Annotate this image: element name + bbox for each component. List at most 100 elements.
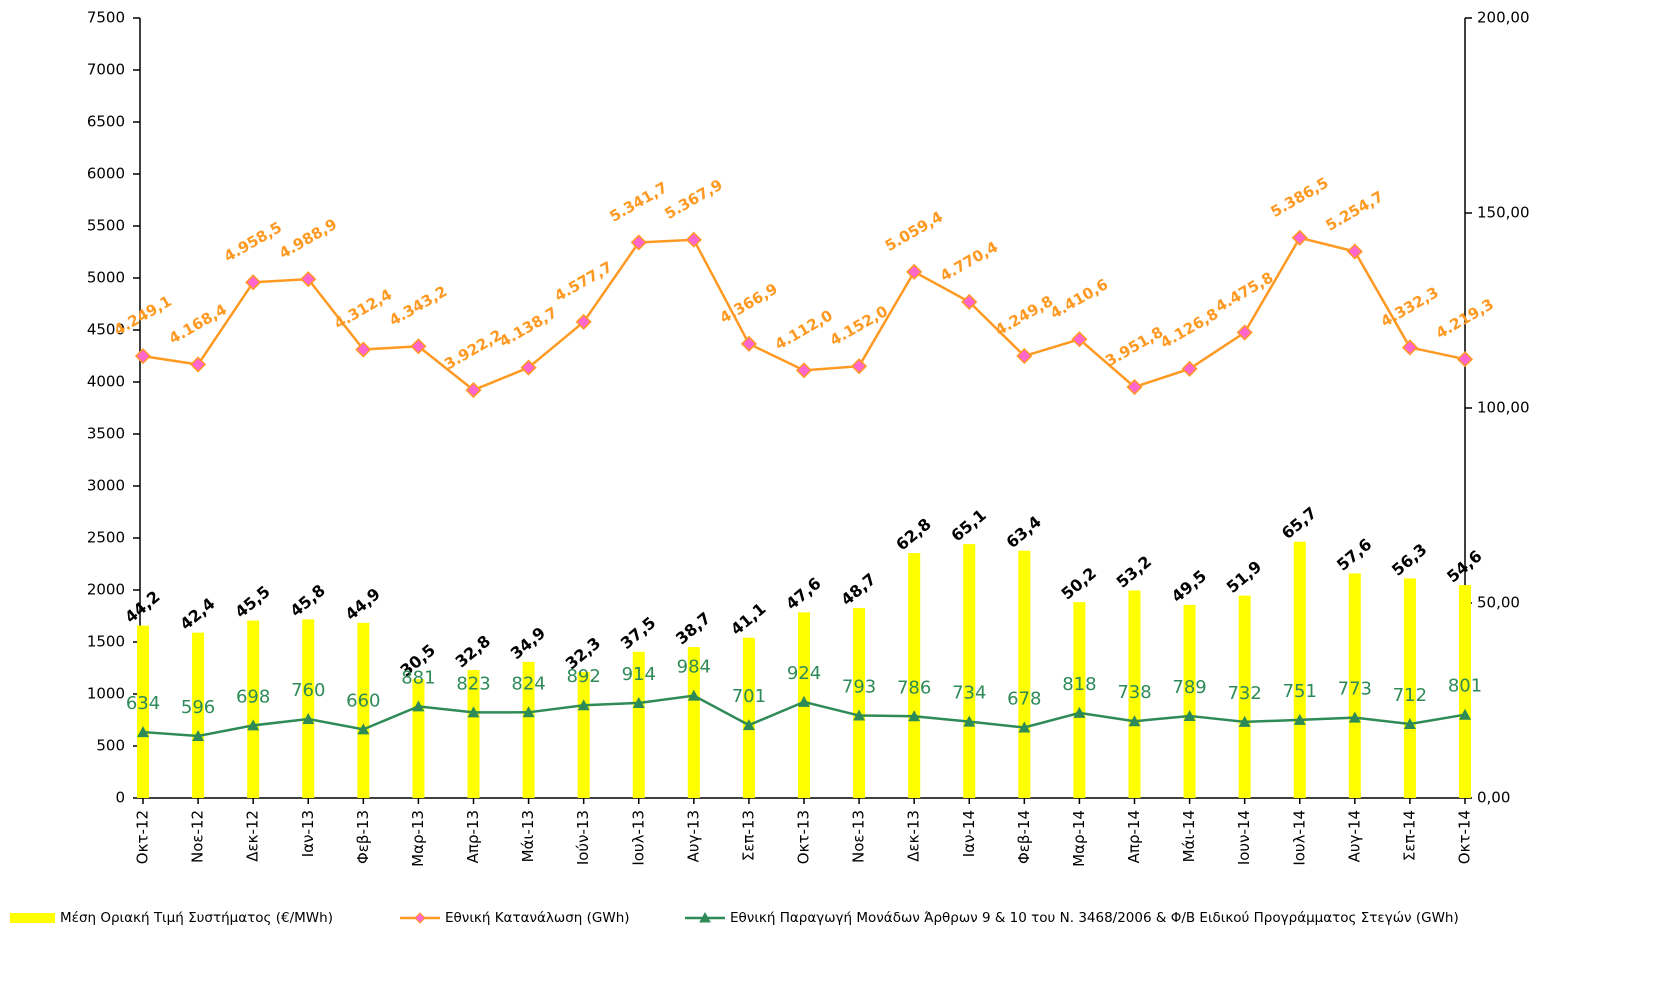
x-tick-label: Μαρ-13 xyxy=(409,810,427,867)
marker xyxy=(1238,715,1251,727)
x-tick-label: Ιούν-13 xyxy=(574,810,592,865)
bar xyxy=(1018,550,1031,798)
marker xyxy=(522,706,535,718)
y-tick-label: 6500 xyxy=(87,113,125,131)
x-tick-label: Απρ-14 xyxy=(1125,810,1143,863)
marker xyxy=(630,234,647,251)
x-tick-label: Μάι-14 xyxy=(1180,810,1198,862)
marker xyxy=(190,356,207,373)
bar-value-label: 42,4 xyxy=(176,594,218,634)
bar xyxy=(1293,541,1306,798)
value-label: 793 xyxy=(842,677,876,698)
value-label: 4.577,7 xyxy=(551,258,615,305)
bar-value-label: 45,5 xyxy=(231,582,273,622)
bar-value-label: 50,2 xyxy=(1058,563,1100,603)
value-label: 701 xyxy=(732,686,766,707)
marker xyxy=(853,709,866,721)
marker xyxy=(908,710,921,722)
marker xyxy=(961,293,978,310)
x-tick-label: Οκτ-13 xyxy=(795,810,813,864)
value-label: 634 xyxy=(126,693,160,714)
marker xyxy=(963,715,976,727)
marker xyxy=(412,700,425,712)
x-tick-label: Ιουλ-14 xyxy=(1290,810,1308,866)
value-label: 4.988,9 xyxy=(276,215,340,262)
bar-value-label: 57,6 xyxy=(1333,535,1375,575)
bar-value-label: 37,5 xyxy=(617,613,659,653)
x-tick-label: Αυγ-14 xyxy=(1345,810,1363,862)
bar xyxy=(853,608,866,798)
marker xyxy=(520,359,537,376)
marker xyxy=(1126,378,1143,396)
value-label: 984 xyxy=(677,657,711,678)
x-tick-label: Αυγ-13 xyxy=(684,810,702,862)
value-label: 773 xyxy=(1338,679,1372,700)
value-label: 3.922,2 xyxy=(441,326,505,373)
marker xyxy=(410,338,427,355)
bar-value-label: 32,8 xyxy=(452,631,494,671)
y-tick-label: 7000 xyxy=(87,61,125,79)
value-label: 4.410,6 xyxy=(1047,275,1111,322)
value-label: 924 xyxy=(787,663,821,684)
value-label: 818 xyxy=(1062,674,1096,695)
value-label: 660 xyxy=(346,690,380,711)
bar-value-label: 38,7 xyxy=(672,608,714,648)
bar-value-label: 56,3 xyxy=(1388,540,1430,580)
x-tick-label: Δεκ-13 xyxy=(905,810,923,862)
bar xyxy=(192,632,205,798)
value-label: 760 xyxy=(291,680,325,701)
bar-value-label: 44,2 xyxy=(121,587,163,627)
value-label: 801 xyxy=(1448,676,1482,697)
marker xyxy=(467,706,480,718)
x-tick-label: Ιουν-14 xyxy=(1235,810,1253,865)
bar xyxy=(632,651,645,798)
bar-value-label: 51,9 xyxy=(1223,557,1265,597)
bar-value-label: 41,1 xyxy=(727,599,769,639)
y-tick-label: 5500 xyxy=(87,217,125,235)
bar xyxy=(302,619,315,798)
marker xyxy=(247,719,260,731)
y-tick-label: 2000 xyxy=(87,581,125,599)
marker xyxy=(1291,229,1308,246)
bar-value-label: 53,2 xyxy=(1113,552,1155,592)
marker xyxy=(795,362,813,379)
marker xyxy=(1236,324,1253,341)
x-tick-label: Φεβ-14 xyxy=(1015,810,1033,864)
value-label: 786 xyxy=(897,677,931,698)
bar xyxy=(467,670,480,798)
x-tick-label: Σεπ-14 xyxy=(1400,810,1418,861)
marker xyxy=(1346,243,1363,260)
bar-value-label: 34,9 xyxy=(507,623,549,663)
y-tick-label: 7500 xyxy=(87,9,125,27)
y2-tick-label: 200,00 xyxy=(1477,9,1530,27)
marker xyxy=(740,335,757,352)
bar xyxy=(1073,602,1086,798)
y-tick-label: 2500 xyxy=(87,529,125,547)
bar xyxy=(357,622,370,798)
bar-value-label: 65,7 xyxy=(1278,503,1320,543)
marker xyxy=(1016,347,1033,365)
bar-value-label: 62,8 xyxy=(892,514,934,554)
bar xyxy=(522,661,535,798)
x-tick-label: Οκτ-12 xyxy=(134,810,152,864)
bar xyxy=(1348,573,1361,798)
y-tick-label: 4500 xyxy=(87,321,125,339)
x-tick-label: Μάι-13 xyxy=(519,810,537,862)
value-label: 698 xyxy=(236,686,270,707)
y-tick-label: 1500 xyxy=(87,633,125,651)
x-tick-label: Απρ-13 xyxy=(464,810,482,863)
y2-tick-label: 100,00 xyxy=(1477,399,1530,417)
bar-value-label: 49,5 xyxy=(1168,566,1210,606)
marker xyxy=(632,696,645,708)
marker xyxy=(1459,708,1471,720)
value-label: 5.059,4 xyxy=(882,208,946,255)
marker xyxy=(355,341,372,358)
marker xyxy=(1018,721,1031,733)
bar-value-label: 44,9 xyxy=(341,584,383,624)
bar-value-label: 63,4 xyxy=(1002,512,1044,552)
legend-swatch xyxy=(10,913,55,923)
value-label: 5.367,9 xyxy=(662,176,726,223)
marker xyxy=(851,358,868,375)
y-tick-label: 500 xyxy=(96,737,125,755)
